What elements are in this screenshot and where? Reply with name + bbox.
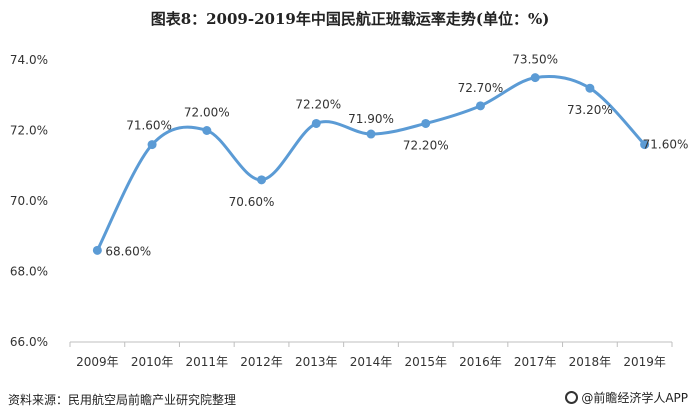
data-label: 71.60% [643,138,689,152]
data-label: 72.20% [295,97,341,111]
data-label: 72.00% [184,106,230,120]
series-line [95,74,647,252]
data-label: 73.50% [512,53,558,67]
data-point [585,83,595,93]
chart-title: 图表8：2009-2019年中国民航正班载运率走势(单位：%) [150,10,550,28]
x-tick-label: 2014年 [350,355,393,369]
y-tick-label: 68.0% [10,265,48,279]
y-tick-label: 74.0% [10,53,48,67]
data-point [311,118,321,128]
x-tick-label: 2012年 [240,355,283,369]
data-label: 70.60% [229,195,275,209]
data-point [147,140,157,150]
brand-text: @前瞻经济学人APP [581,391,688,405]
data-point [366,129,376,139]
brand-credit: @前瞻经济学人APP [565,389,688,406]
source-note: 资料来源：民用航空局前瞻产业研究院整理 [8,393,237,407]
data-point [257,175,267,185]
data-label: 72.70% [458,81,504,95]
x-tick-label: 2013年 [295,355,338,369]
data-point [92,245,102,255]
x-tick-label: 2016年 [459,355,502,369]
y-tick-label: 72.0% [10,124,48,138]
x-tick-label: 2011年 [186,355,229,369]
data-label: 71.90% [348,112,394,126]
brand-logo-icon [565,391,579,404]
data-point [202,126,212,135]
y-tick-label: 70.0% [10,194,48,208]
data-label: 73.20% [567,103,613,117]
data-point [640,140,650,150]
data-point [530,73,540,83]
data-label: 71.60% [126,119,172,133]
x-tick-label: 2009年 [76,355,119,369]
x-tick-label: 2018年 [569,355,612,369]
x-tick-label: 2010年 [131,355,174,369]
x-tick-label: 2015年 [404,355,447,369]
data-point [421,118,431,128]
y-tick-label: 66.0% [10,335,48,349]
data-label: 68.60% [105,244,151,258]
data-label: 72.20% [403,138,449,152]
x-tick-label: 2019年 [623,355,666,369]
x-tick-label: 2017年 [514,355,557,369]
data-point [475,101,485,111]
